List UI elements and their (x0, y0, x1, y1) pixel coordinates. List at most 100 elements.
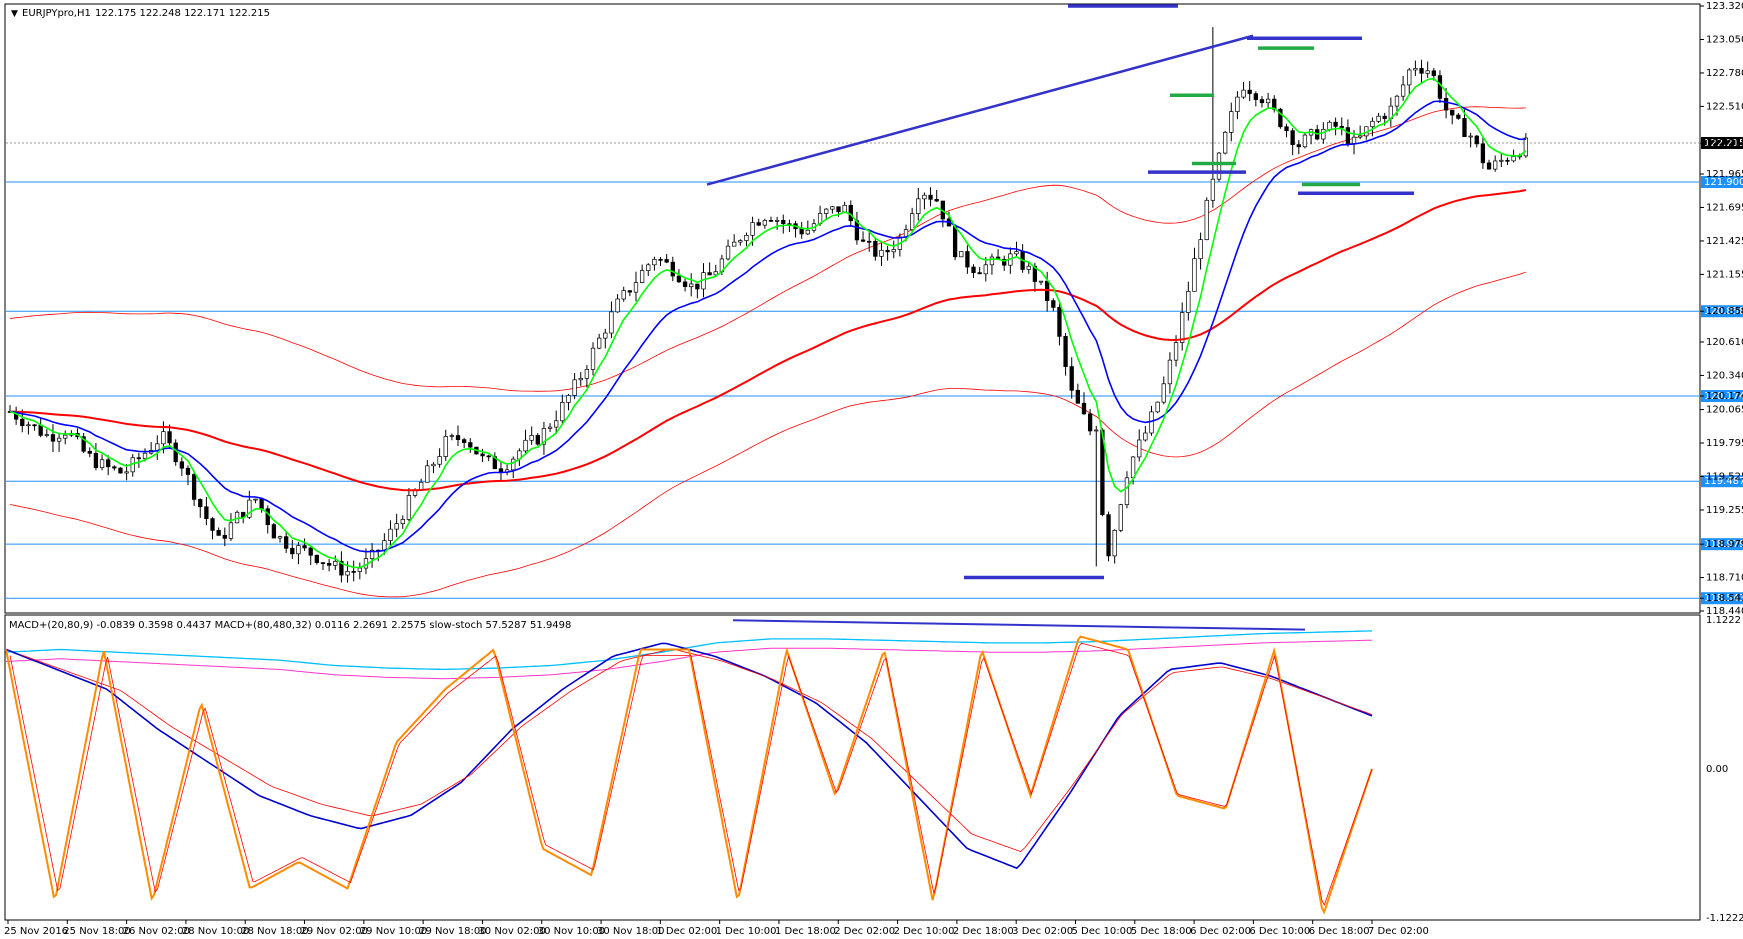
level-price-tag (1701, 592, 1743, 605)
candle-body (658, 259, 663, 261)
candle-body (781, 220, 786, 225)
time-tick-label: 2 Dec 18:00 (953, 926, 1014, 937)
candle-body (1192, 258, 1197, 292)
time-tick-label: 1 Dec 18:00 (775, 926, 836, 937)
candle-body (805, 229, 810, 235)
candle-body (296, 545, 301, 555)
candle-body (271, 524, 277, 539)
candle-body (56, 437, 62, 442)
candle-body (609, 311, 614, 334)
candle-body (1241, 89, 1246, 98)
symbol-label: EURJPYpro,H1 (22, 8, 91, 19)
candle-body (633, 282, 639, 293)
candle-body (210, 518, 215, 531)
candle-body (1382, 115, 1387, 119)
time-tick-label: 26 Nov 02:00 (123, 926, 190, 937)
candle-body (198, 499, 203, 508)
candle-body (1400, 84, 1406, 97)
candle-body (461, 439, 467, 443)
ohlc-readout: 122.175 122.248 122.171 122.215 (95, 8, 270, 19)
candle-body (142, 452, 148, 459)
candle-body (1296, 144, 1301, 148)
candle-body (179, 461, 184, 469)
price-tick-label: 123.320 (1706, 1, 1743, 12)
moving-averages (9, 77, 1527, 569)
candle-body (1505, 159, 1510, 162)
time-tick-label: 1 Dec 02:00 (656, 926, 717, 937)
candle-body (707, 272, 712, 276)
candle-body (756, 222, 761, 226)
candle-body (639, 270, 645, 283)
candle-body (394, 523, 399, 530)
candle-body (1014, 251, 1019, 255)
indicator-readout: MACD+(20,80,9) -0.0839 0.3598 0.4437 MAC… (9, 620, 571, 631)
price-tick-label: 121.695 (1706, 202, 1743, 213)
time-tick-label: 1 Dec 10:00 (716, 926, 777, 937)
candle-body (1413, 68, 1418, 71)
candle-body (891, 249, 896, 253)
candle-body (1253, 93, 1258, 100)
price-tick-label: 118.710 (1706, 573, 1743, 584)
candle-body (1161, 383, 1166, 403)
candle-body (566, 395, 571, 403)
candle-body (983, 264, 988, 275)
time-tick-label: 6 Dec 10:00 (1249, 926, 1310, 937)
indicator-tick-label: -1.1222 (1706, 913, 1743, 924)
candle-body (1394, 95, 1400, 107)
current-price-tag (1701, 136, 1743, 149)
candle-body (738, 240, 743, 243)
candle-body (1038, 280, 1044, 283)
time-tick-label: 28 Nov 18:00 (241, 926, 308, 937)
price-tick-label: 119.255 (1706, 505, 1743, 516)
candle-body (560, 402, 565, 422)
candle-body (1210, 178, 1216, 201)
candle-body (320, 562, 326, 564)
candle-body (222, 535, 227, 539)
candle-body (388, 528, 393, 541)
candle-body (713, 271, 718, 276)
candle-body (1450, 109, 1455, 116)
candle-body (106, 459, 111, 468)
candle-body (799, 228, 804, 235)
indicator-trend-line (732, 619, 1306, 631)
chevron-down-icon[interactable]: ▼ (11, 9, 18, 19)
candle-body (922, 194, 927, 200)
time-tick-label: 30 Nov 02:00 (478, 926, 545, 937)
candle-body (934, 198, 939, 202)
candle-body (155, 443, 160, 451)
price-tick-label: 121.155 (1706, 269, 1743, 280)
candle-body (44, 434, 49, 436)
candle-body (732, 241, 737, 247)
price-tick-label: 122.780 (1706, 68, 1743, 79)
candle-body (1087, 413, 1093, 432)
candle-body (1462, 118, 1467, 138)
candle-body (774, 220, 780, 222)
candle-body (1339, 126, 1344, 128)
time-tick-label: 25 Nov 2016 (4, 926, 68, 937)
price-tick-label: 122.510 (1706, 101, 1743, 112)
candle-body (1204, 199, 1209, 241)
price-tick-label: 122.215 (1706, 138, 1743, 149)
candle-body (572, 379, 577, 396)
time-tick-label: 7 Dec 02:00 (1368, 926, 1429, 937)
level-price-tag (1701, 176, 1743, 189)
candle-body (682, 281, 688, 287)
price-tick-label: 123.050 (1706, 34, 1743, 45)
price-axis: 123.320 123.050 122.780 122.510 122.215 121.9… (1700, 1, 1743, 617)
ma-slow-line (9, 189, 1527, 492)
price-tick-label: 119.795 (1706, 438, 1743, 449)
candle-body (1143, 432, 1148, 441)
price-tick-label: 118.543 (1706, 593, 1743, 604)
candle-body (885, 249, 890, 253)
candle-body (118, 467, 123, 474)
candle-body (1106, 514, 1111, 557)
indicator-lines: 1.1222 0.00 -1.1222 (5, 615, 1743, 924)
candle-body (247, 499, 252, 518)
candle-body (1094, 429, 1099, 432)
candle-body (627, 290, 632, 293)
candle-body (449, 435, 455, 437)
candle-body (32, 424, 37, 427)
candle-body (725, 245, 731, 260)
envelope-bands (9, 106, 1527, 598)
time-tick-label: 25 Nov 18:00 (63, 926, 130, 937)
